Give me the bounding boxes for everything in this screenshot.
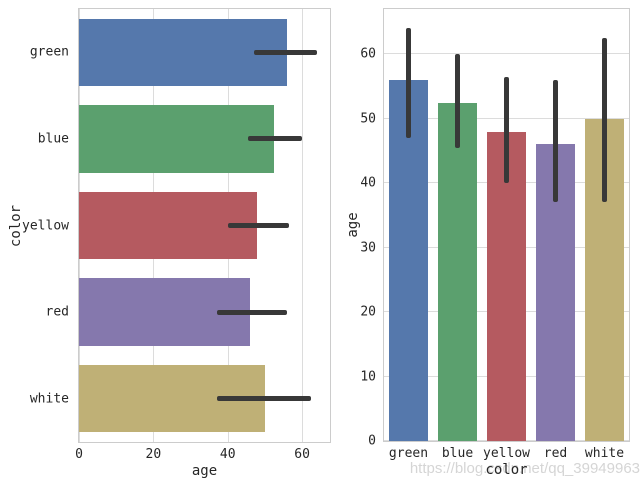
category-label-red: red	[45, 304, 69, 320]
y-tick-label: 0	[368, 433, 376, 449]
error-bar-green	[406, 28, 411, 138]
bar-blue	[438, 102, 477, 441]
grid-line	[302, 9, 304, 442]
x-tick-label: 20	[145, 447, 162, 462]
x-tick-label: 40	[219, 447, 236, 462]
y-axis-label: color	[8, 204, 24, 247]
y-tick-label: 50	[360, 111, 376, 127]
category-label-blue: blue	[37, 131, 69, 147]
y-tick-label: 10	[360, 369, 376, 385]
y-tick-label: 60	[360, 46, 376, 62]
category-label-blue: blue	[441, 446, 474, 461]
right-plot-area: 0 10 20 30 40 50 60 green blue yellow red white	[360, 8, 630, 460]
error-bar-blue	[248, 136, 303, 142]
y-tick-label: 20	[360, 304, 376, 320]
error-bar-green	[253, 49, 317, 55]
left-plot-area: 0 20 40 60 green blue yellow red white	[22, 8, 331, 461]
category-label-white: white	[584, 446, 625, 461]
error-bar-white	[216, 396, 312, 402]
category-label-white: white	[29, 391, 69, 407]
category-label-red: red	[543, 446, 568, 461]
error-bar-yellow	[504, 76, 509, 184]
category-label-green: green	[29, 44, 69, 60]
right-bar-chart: 0 10 20 30 40 50 60 green blue yellow red white col…	[345, 8, 630, 477]
category-label-yellow: yellow	[483, 446, 530, 461]
x-axis-label: age	[191, 463, 218, 479]
bar-green	[79, 18, 288, 87]
x-tick-label: 60	[294, 447, 310, 462]
y-axis-label: age	[345, 212, 361, 238]
bar-green	[389, 79, 428, 441]
left-bar-chart: 0 20 40 60 green blue yellow red white age color	[8, 8, 331, 478]
watermark-text: https://blog.csdn.net/qq_39949963	[409, 460, 640, 477]
error-bar-yellow	[227, 223, 290, 228]
error-bar-red	[553, 79, 558, 203]
error-bar-white	[602, 38, 607, 203]
bar-blue	[79, 105, 275, 173]
y-tick-label: 40	[360, 175, 376, 191]
bar-yellow	[487, 131, 526, 441]
y-tick-label: 30	[360, 240, 376, 256]
category-label-yellow: yellow	[22, 218, 69, 233]
x-axis-label: color	[485, 462, 528, 478]
x-tick-label: 0	[75, 447, 83, 462]
error-bar-red	[216, 309, 288, 315]
category-label-green: green	[388, 446, 429, 461]
grid-line	[384, 53, 629, 55]
error-bar-blue	[455, 54, 460, 148]
